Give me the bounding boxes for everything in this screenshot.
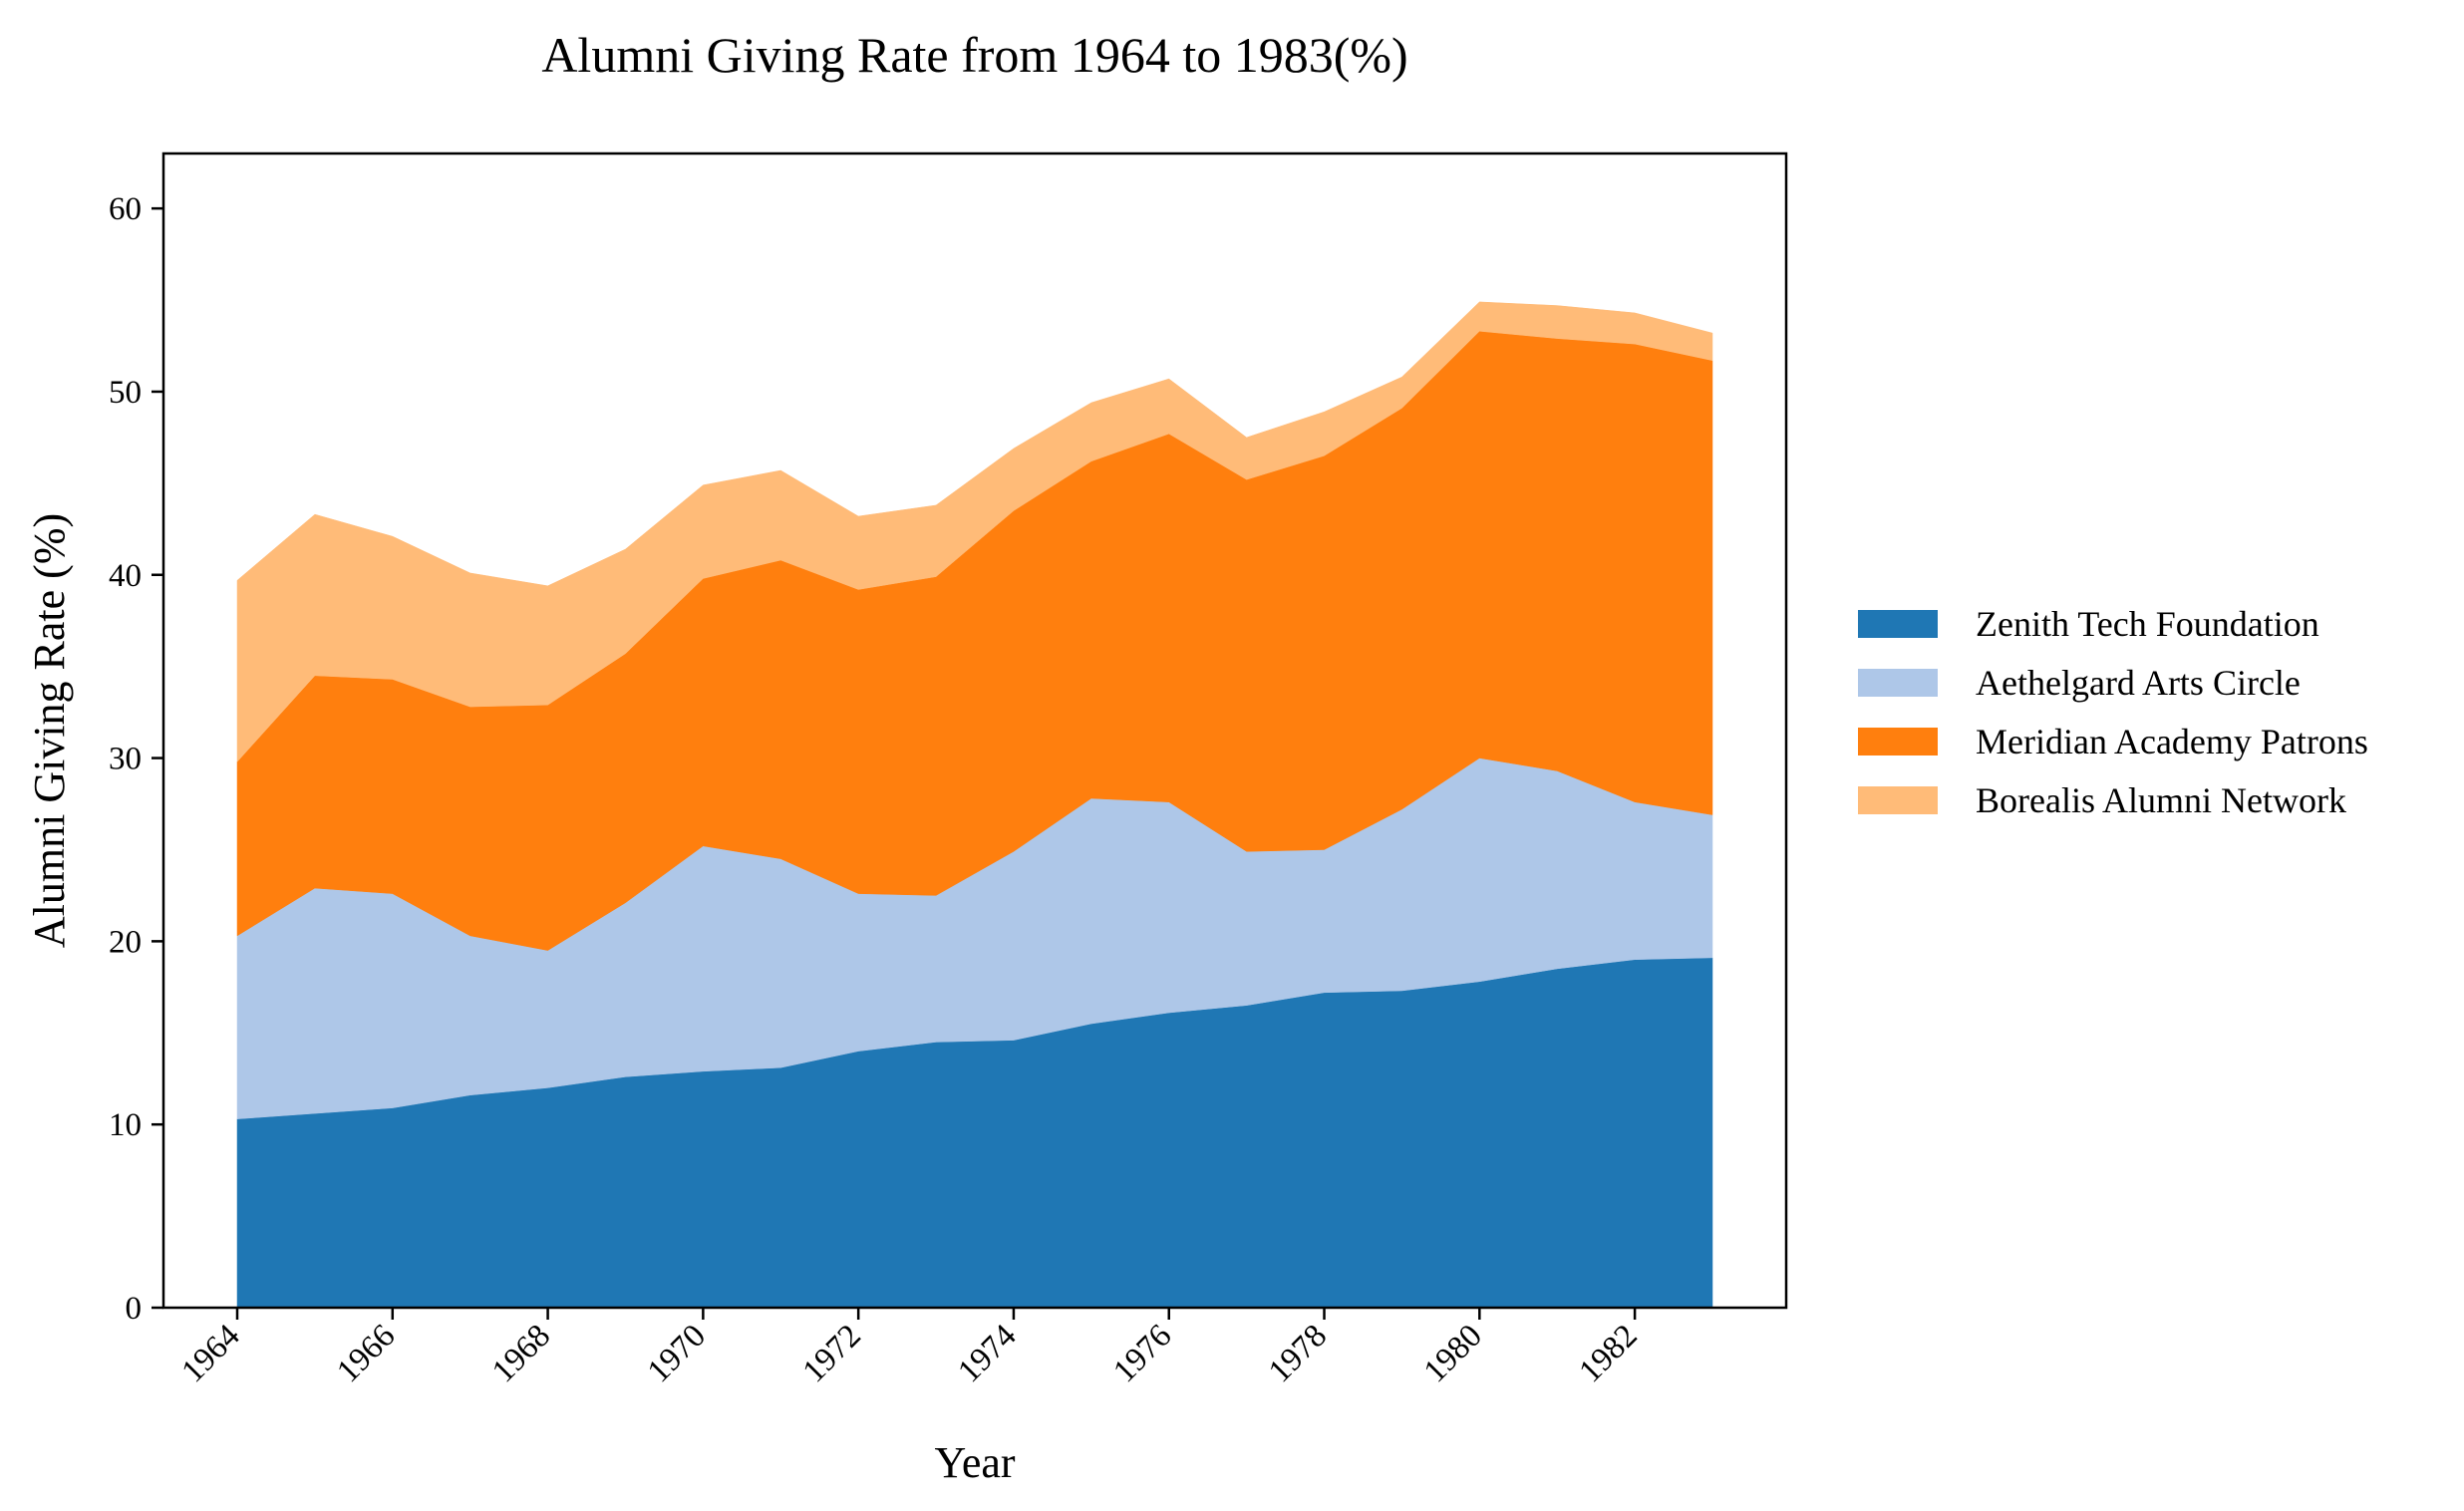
y-tick-label: 0 xyxy=(126,1291,143,1327)
legend: Zenith Tech Foundation Aethelgard Arts Ci… xyxy=(1858,604,2368,820)
chart-title: Alumni Giving Rate from 1964 to 1983(%) xyxy=(541,27,1407,83)
plot-area xyxy=(236,301,1713,1309)
legend-label-borealis-alumni-network: Borealis Alumni Network xyxy=(1976,780,2346,820)
y-axis-label: Alumni Giving Rate (%) xyxy=(25,513,74,948)
legend-swatch-zenith-tech-foundation xyxy=(1858,610,1938,638)
y-axis: 0 10 20 30 40 50 60 xyxy=(109,191,163,1327)
x-tick-label: 1972 xyxy=(796,1318,868,1389)
x-tick-label: 1978 xyxy=(1262,1318,1334,1389)
x-tick-label: 1976 xyxy=(1106,1318,1178,1389)
x-tick-label: 1980 xyxy=(1417,1318,1489,1389)
legend-swatch-borealis-alumni-network xyxy=(1858,786,1938,814)
y-tick-label: 60 xyxy=(109,191,142,227)
x-tick-label: 1970 xyxy=(641,1318,713,1389)
legend-label-meridian-academy-patrons: Meridian Academy Patrons xyxy=(1976,722,2368,761)
y-tick-label: 30 xyxy=(109,742,142,777)
area-borealis-alumni-network xyxy=(236,301,1713,762)
y-tick-label: 20 xyxy=(109,924,142,960)
y-tick-label: 50 xyxy=(109,375,142,411)
legend-swatch-meridian-academy-patrons xyxy=(1858,728,1938,756)
legend-label-zenith-tech-foundation: Zenith Tech Foundation xyxy=(1976,604,2319,644)
legend-label-aethelgard-arts-circle: Aethelgard Arts Circle xyxy=(1976,663,2301,703)
x-tick-label: 1968 xyxy=(485,1318,557,1389)
x-tick-label: 1974 xyxy=(951,1318,1023,1389)
x-axis-label: Year xyxy=(934,1438,1015,1487)
x-tick-label: 1966 xyxy=(330,1318,402,1389)
y-tick-label: 40 xyxy=(109,558,142,594)
x-tick-label: 1982 xyxy=(1573,1318,1645,1389)
plot-frame xyxy=(161,151,1788,1310)
x-tick-label: 1964 xyxy=(175,1318,247,1389)
legend-swatch-aethelgard-arts-circle xyxy=(1858,669,1938,697)
x-axis: 1964 1966 1968 1970 1972 1974 1976 1978 1980 1982 xyxy=(175,1308,1645,1389)
y-tick-label: 10 xyxy=(109,1107,142,1143)
